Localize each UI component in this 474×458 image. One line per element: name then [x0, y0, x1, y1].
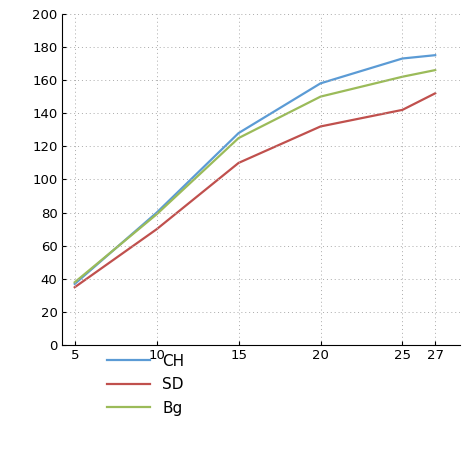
Line: SD: SD [75, 93, 435, 287]
SD [154, 226, 159, 232]
Bg [236, 135, 241, 141]
SD [318, 124, 323, 129]
Line: Bg: Bg [75, 70, 435, 282]
CH [432, 52, 438, 58]
Bg [400, 74, 405, 80]
CH [236, 131, 241, 136]
CH [72, 281, 78, 287]
Bg [318, 94, 323, 99]
Line: CH: CH [75, 55, 435, 284]
SD [72, 284, 78, 290]
SD [236, 160, 241, 166]
CH [154, 210, 159, 215]
Bg [72, 279, 78, 285]
Bg [432, 67, 438, 73]
SD [432, 91, 438, 96]
SD [400, 107, 405, 113]
Bg [154, 212, 159, 217]
CH [318, 81, 323, 86]
Legend: CH, SD, Bg: CH, SD, Bg [101, 348, 191, 422]
CH [400, 56, 405, 61]
